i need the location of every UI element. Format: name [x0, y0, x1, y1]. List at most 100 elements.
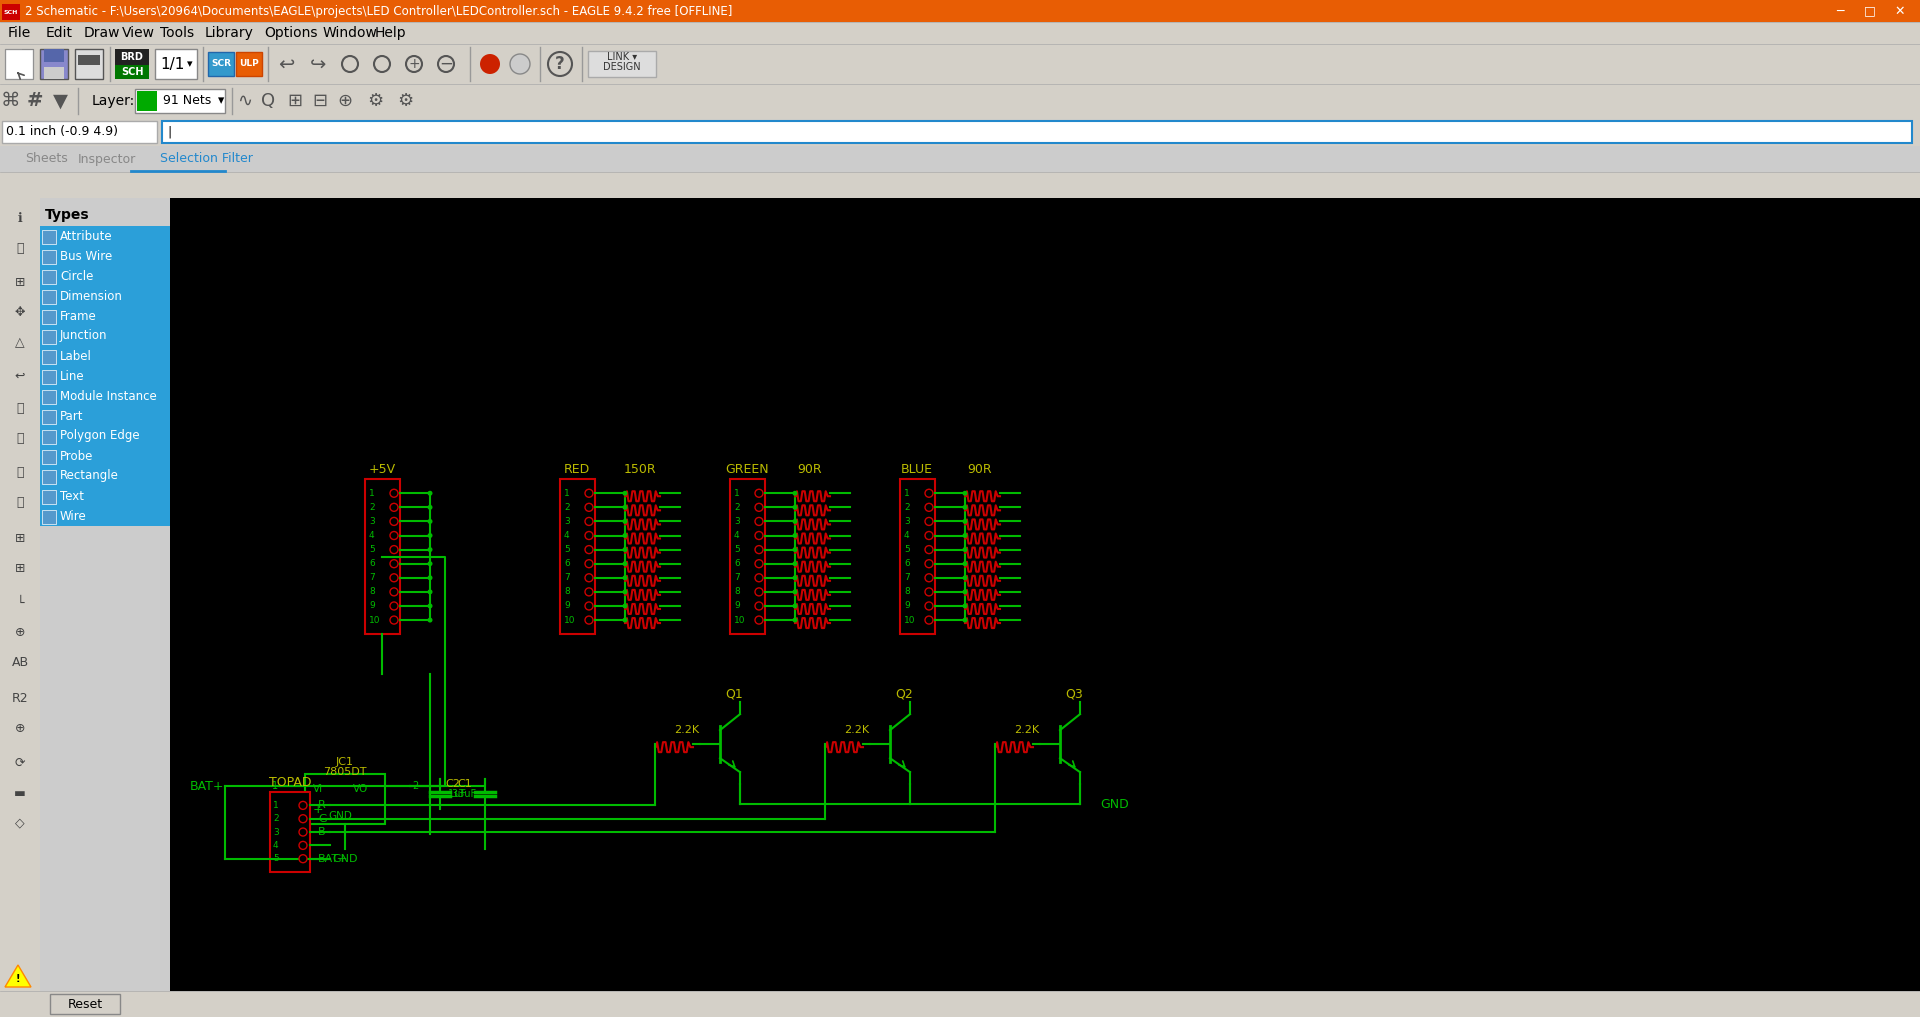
Text: Polygon Edge: Polygon Edge	[60, 429, 140, 442]
Circle shape	[962, 491, 968, 495]
Text: Layer:: Layer:	[92, 94, 134, 108]
Circle shape	[925, 588, 933, 596]
Circle shape	[428, 504, 432, 510]
Bar	[40, 426, 171, 446]
Circle shape	[586, 616, 593, 624]
Bar	[0, 0, 1920, 22]
Circle shape	[925, 574, 933, 582]
Bar	[44, 67, 63, 79]
Bar	[40, 326, 171, 346]
Text: 2.2K: 2.2K	[674, 725, 699, 735]
Bar	[40, 346, 171, 366]
Text: GND: GND	[328, 812, 351, 821]
Bar	[40, 198, 171, 991]
Circle shape	[390, 489, 397, 497]
Circle shape	[428, 617, 432, 622]
Bar	[40, 386, 171, 406]
Bar	[236, 52, 261, 76]
Circle shape	[755, 574, 762, 582]
Bar	[171, 198, 1920, 991]
Text: Wire: Wire	[60, 510, 86, 523]
Text: +: +	[313, 802, 324, 816]
Circle shape	[300, 801, 307, 810]
Circle shape	[755, 616, 762, 624]
Text: .33uF: .33uF	[449, 789, 476, 799]
Bar	[900, 479, 935, 635]
Bar	[161, 121, 1912, 143]
Text: Frame: Frame	[60, 309, 96, 322]
Bar	[42, 470, 56, 484]
Text: Selection Filter: Selection Filter	[159, 153, 253, 166]
Bar	[44, 49, 63, 62]
Bar	[134, 89, 225, 113]
Circle shape	[428, 561, 432, 566]
Text: ∿: ∿	[238, 92, 253, 110]
Text: C2: C2	[445, 779, 461, 789]
Text: ?: ?	[555, 55, 564, 73]
Bar	[6, 49, 33, 79]
Text: +5V: +5V	[369, 463, 396, 476]
Text: GREEN: GREEN	[726, 463, 768, 476]
Circle shape	[300, 841, 307, 849]
Circle shape	[925, 602, 933, 610]
Text: Tools: Tools	[159, 26, 194, 40]
Text: SCH: SCH	[4, 9, 17, 14]
Text: 9: 9	[369, 601, 374, 610]
Text: 2: 2	[369, 502, 374, 512]
Bar	[305, 774, 386, 824]
Bar	[42, 290, 56, 304]
Text: RED: RED	[564, 463, 589, 476]
Text: 1: 1	[904, 489, 910, 497]
Circle shape	[300, 828, 307, 836]
Text: VO: VO	[353, 784, 369, 794]
Text: ⊞: ⊞	[288, 92, 303, 110]
Text: BLUE: BLUE	[900, 463, 933, 476]
Circle shape	[755, 588, 762, 596]
Bar	[42, 250, 56, 264]
Circle shape	[428, 533, 432, 538]
Text: 7: 7	[564, 574, 570, 583]
Text: ▼: ▼	[52, 92, 67, 111]
Circle shape	[925, 503, 933, 512]
Text: AB: AB	[12, 657, 29, 669]
Text: Options: Options	[265, 26, 317, 40]
Bar	[42, 510, 56, 524]
Text: 7: 7	[733, 574, 739, 583]
Text: 10: 10	[564, 615, 576, 624]
Polygon shape	[6, 965, 31, 988]
Text: B: B	[319, 827, 326, 837]
Text: Help: Help	[374, 26, 407, 40]
Text: 6: 6	[904, 559, 910, 569]
Circle shape	[962, 561, 968, 566]
Bar	[42, 450, 56, 464]
Bar	[42, 350, 56, 364]
Text: 1: 1	[733, 489, 739, 497]
Circle shape	[962, 504, 968, 510]
Circle shape	[428, 491, 432, 495]
Bar	[42, 330, 56, 344]
Circle shape	[390, 559, 397, 567]
Text: 7: 7	[369, 574, 374, 583]
Text: 1: 1	[564, 489, 570, 497]
Bar	[42, 410, 56, 424]
Bar	[42, 430, 56, 444]
Text: 3: 3	[733, 517, 739, 526]
Circle shape	[755, 503, 762, 512]
Bar	[1828, 3, 1853, 19]
Text: ⊕: ⊕	[15, 626, 25, 640]
Text: |: |	[167, 125, 171, 138]
Circle shape	[390, 574, 397, 582]
Bar	[115, 65, 150, 79]
Text: Q: Q	[261, 92, 275, 110]
Circle shape	[755, 545, 762, 553]
Text: Edit: Edit	[46, 26, 73, 40]
Text: ⌘: ⌘	[0, 92, 19, 111]
Bar	[42, 490, 56, 504]
Text: ✕: ✕	[1895, 4, 1905, 17]
Text: 5: 5	[369, 545, 374, 554]
Text: .1uF: .1uF	[445, 789, 467, 799]
Bar	[588, 51, 657, 77]
Text: ⊞: ⊞	[15, 532, 25, 544]
Text: Window: Window	[323, 26, 378, 40]
Circle shape	[390, 545, 397, 553]
